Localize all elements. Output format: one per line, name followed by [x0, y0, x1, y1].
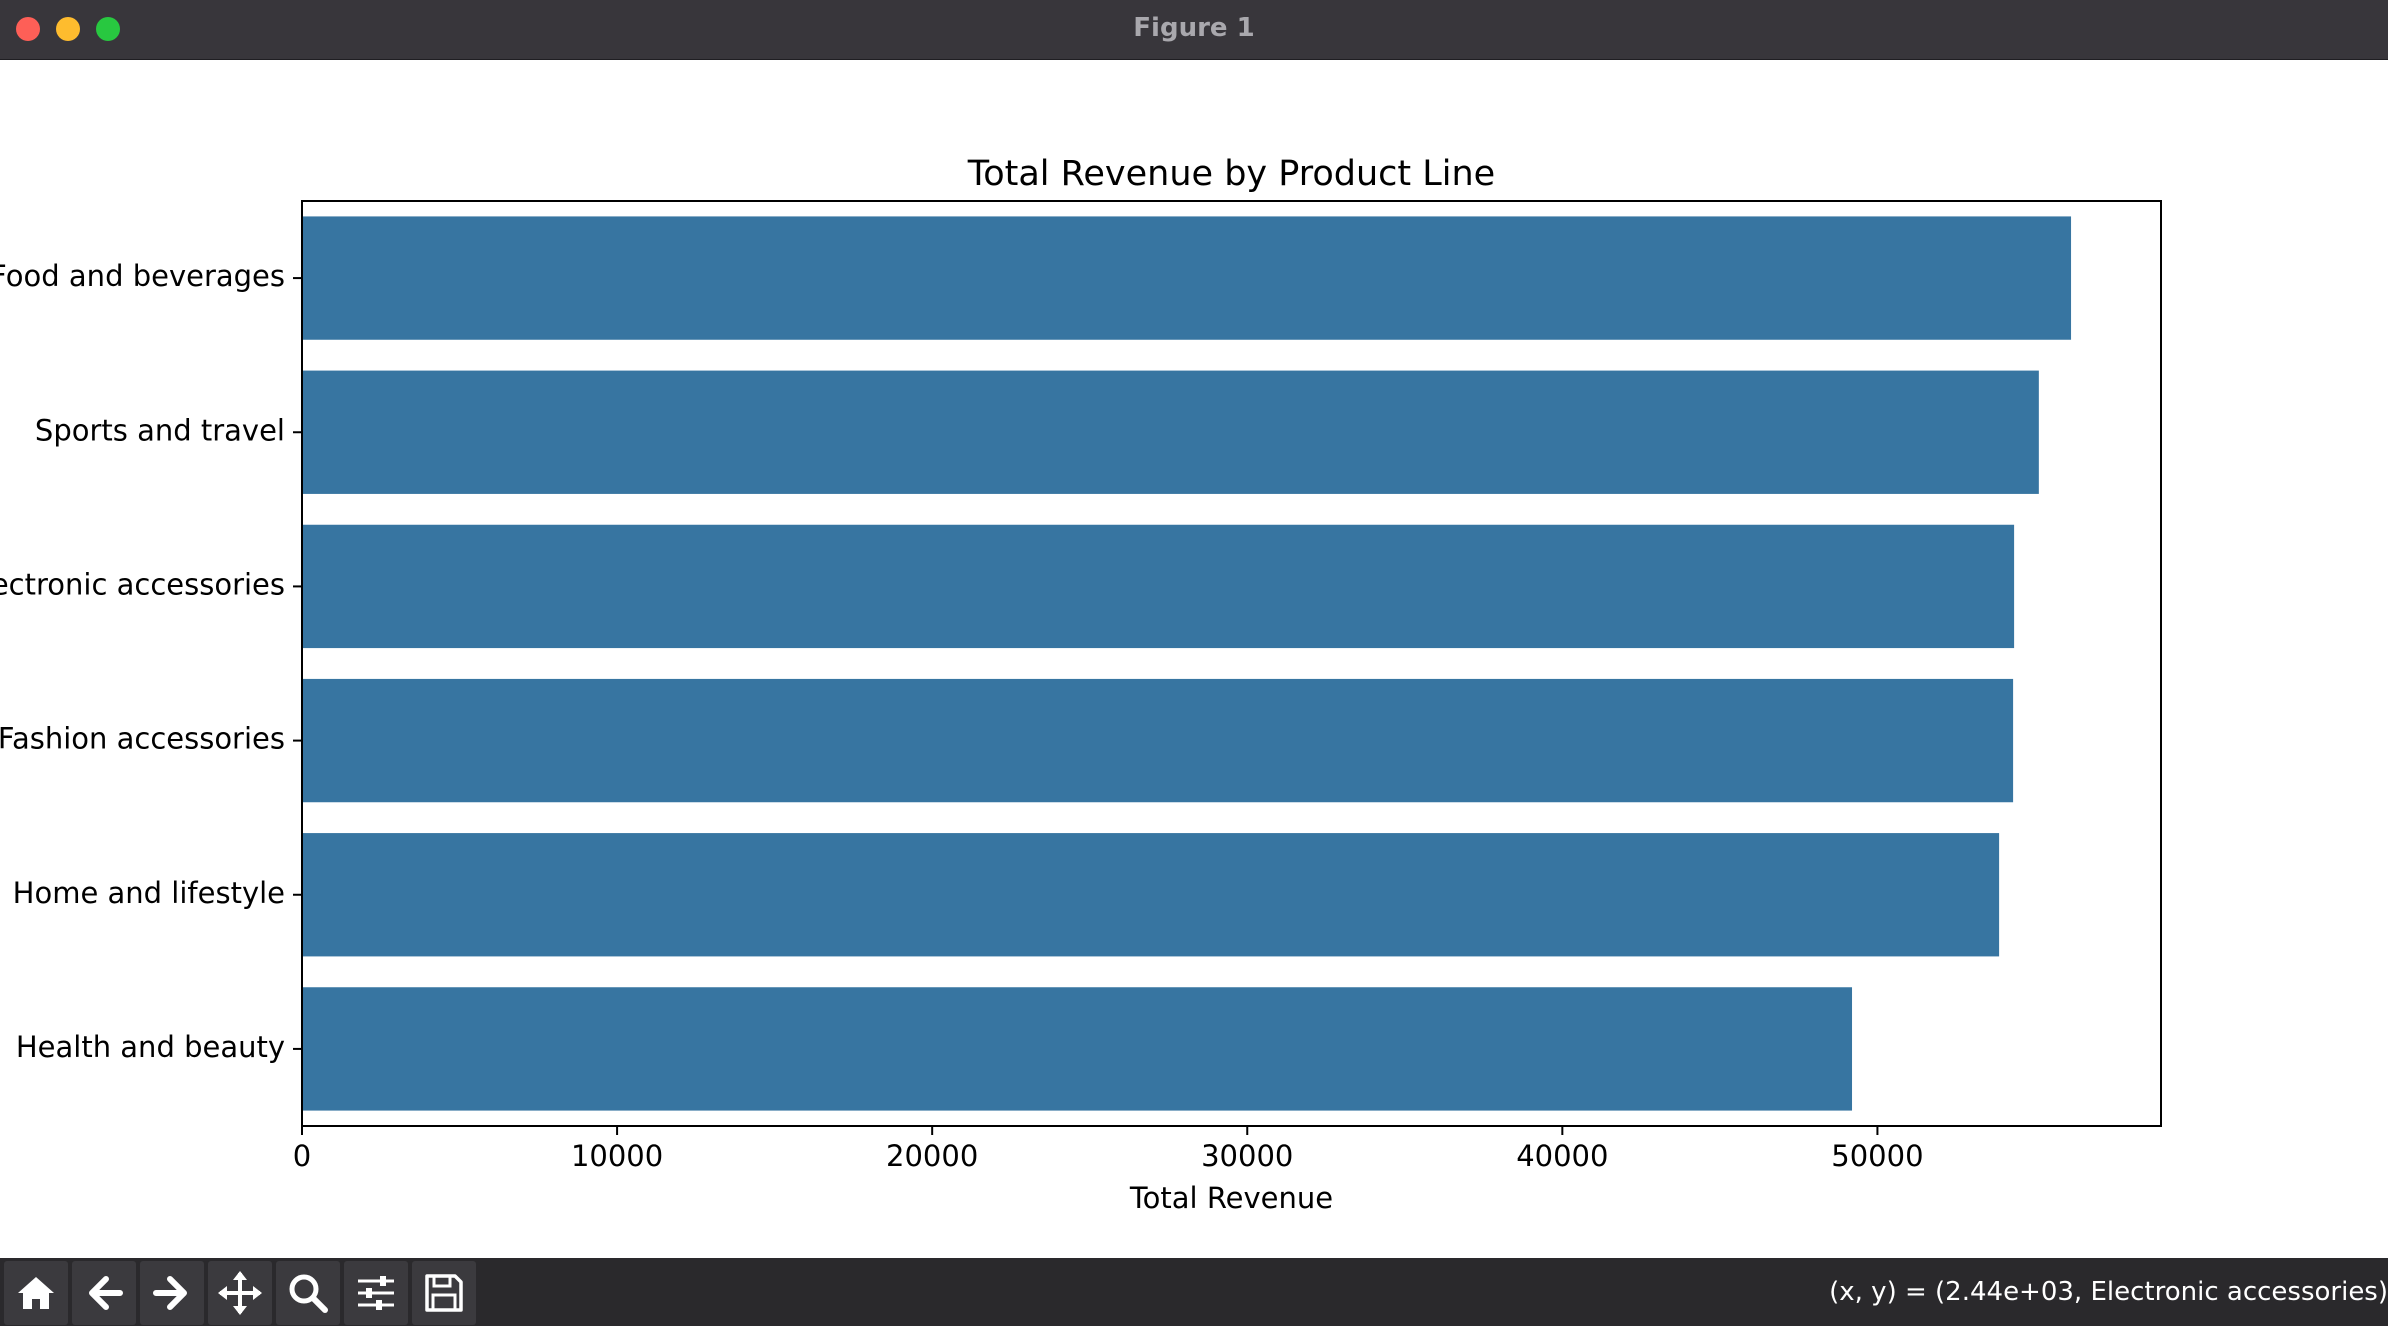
sliders-icon [358, 1276, 394, 1310]
y-tick-label-3: Fashion accessories [0, 722, 285, 756]
back-button[interactable] [72, 1261, 136, 1325]
minimize-window-button[interactable] [56, 17, 80, 41]
x-tick-label-2: 20000 [886, 1139, 978, 1173]
move-icon [218, 1271, 262, 1315]
home-button[interactable] [4, 1261, 68, 1325]
maximize-window-button[interactable] [96, 17, 120, 41]
home-icon [18, 1277, 54, 1309]
y-tick-label-2: Electronic accessories [0, 567, 285, 601]
bar-1 [302, 370, 2039, 494]
arrow-left-icon [89, 1276, 123, 1310]
y-tick-label-1: Sports and travel [35, 413, 285, 447]
x-tick-label-1: 10000 [571, 1139, 663, 1173]
x-tick-label-4: 40000 [1516, 1139, 1608, 1173]
close-window-button[interactable] [16, 17, 40, 41]
y-tick-label-5: Health and beauty [16, 1030, 285, 1064]
configure-subplots-button[interactable] [344, 1261, 408, 1325]
chart-title: Total Revenue by Product Line [967, 154, 1495, 194]
figure-canvas[interactable]: Food and beverages Sports and travel Elect… [0, 60, 2388, 1258]
floppy-disk-icon [425, 1274, 463, 1312]
bar-4 [302, 833, 2000, 957]
x-tick-label-3: 30000 [1201, 1139, 1293, 1173]
navigation-toolbar: (x, y) = (2.44e+03, Electronic accessori… [0, 1258, 2388, 1326]
window-title: Figure 1 [1133, 13, 1255, 43]
bar-0 [302, 216, 2072, 340]
pan-button[interactable] [208, 1261, 272, 1325]
bar-2 [302, 524, 2015, 649]
magnifier-icon [289, 1274, 328, 1313]
y-tick-label-4: Home and lifestyle [13, 876, 285, 910]
zoom-button[interactable] [276, 1261, 340, 1325]
save-button[interactable] [412, 1261, 476, 1325]
cursor-coordinates: (x, y) = (2.44e+03, Electronic accessori… [1829, 1277, 2388, 1307]
x-axis-label: Total Revenue [1129, 1181, 1333, 1215]
bar-chart: Food and beverages Sports and travel Elect… [0, 154, 2162, 1215]
x-tick-label-0: 0 [293, 1139, 311, 1173]
bar-3 [302, 678, 2014, 803]
title-bar: Figure 1 [0, 0, 2388, 60]
bar-5 [302, 987, 1853, 1111]
arrow-right-icon [153, 1276, 187, 1310]
forward-button[interactable] [140, 1261, 204, 1325]
y-tick-label-0: Food and beverages [0, 259, 285, 293]
axes-frame [301, 200, 2162, 1127]
x-tick-label-5: 50000 [1831, 1139, 1923, 1173]
